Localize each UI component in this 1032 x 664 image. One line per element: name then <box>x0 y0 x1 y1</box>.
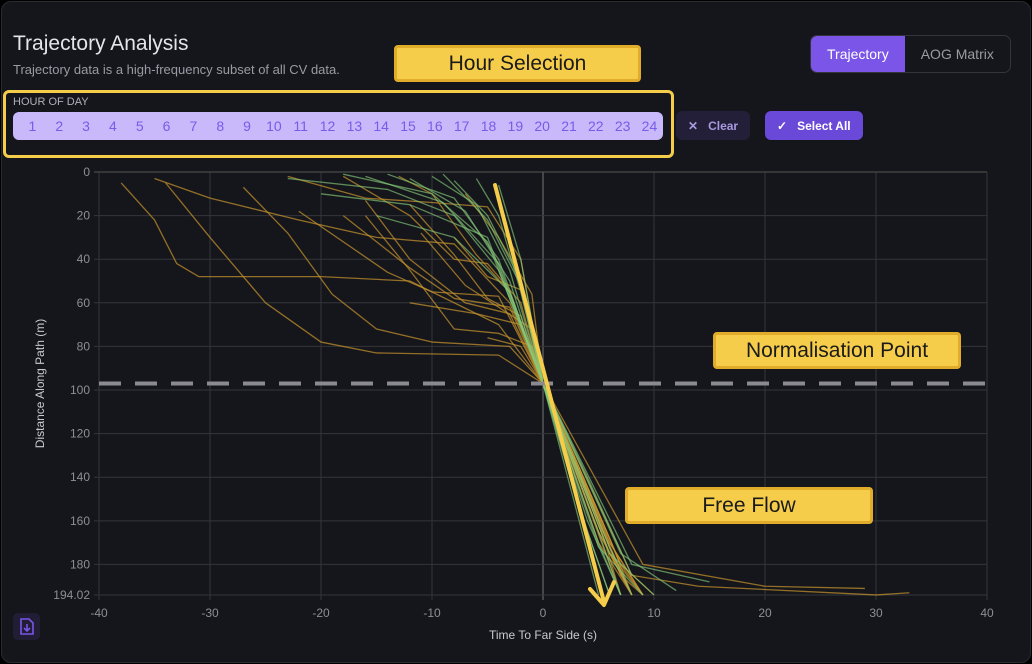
clear-label: Clear <box>708 118 739 133</box>
x-tick-label: -20 <box>312 606 330 620</box>
close-icon: ✕ <box>688 118 699 133</box>
tab-trajectory[interactable]: Trajectory <box>811 36 905 72</box>
tab-aog-matrix[interactable]: AOG Matrix <box>920 46 994 62</box>
file-download-icon <box>19 618 34 635</box>
x-tick-label: 0 <box>540 606 547 620</box>
view-toggle: Trajectory AOG Matrix <box>810 35 1011 73</box>
y-tick-label: 120 <box>70 427 90 441</box>
hour-20[interactable]: 20 <box>534 118 550 134</box>
hour-19[interactable]: 19 <box>507 118 524 134</box>
x-tick-label: -40 <box>90 606 108 620</box>
hour-3[interactable]: 3 <box>82 118 90 134</box>
trajectory-line-free_flow <box>376 214 710 583</box>
hour-14[interactable]: 14 <box>373 118 389 134</box>
hour-7[interactable]: 7 <box>189 118 198 134</box>
trajectory-line-free_flow <box>287 177 622 596</box>
x-tick-label: -10 <box>423 606 441 620</box>
hour-8[interactable]: 8 <box>216 118 225 134</box>
annotation-hour-selection: Hour Selection <box>394 45 641 82</box>
hour-21[interactable]: 21 <box>561 118 577 134</box>
trajectory-line-queued <box>364 215 633 596</box>
y-tick-label: 180 <box>70 557 90 571</box>
hour-4[interactable]: 4 <box>109 118 117 134</box>
hour-selector[interactable]: 1 2 3 4 5 6 7 8 9 10 11 12 13 14 15 16 17 18 19 20 21 22 23 24 <box>13 112 663 140</box>
x-tick-label: -30 <box>201 606 219 620</box>
select-all-label: Select All <box>797 118 851 133</box>
hour-13[interactable]: 13 <box>346 118 363 134</box>
trajectory-line-free_flow <box>343 173 633 596</box>
hour-9[interactable]: 9 <box>243 118 251 134</box>
hour-6[interactable]: 6 <box>162 118 171 134</box>
x-tick-label: 10 <box>647 606 661 620</box>
trajectory-line-queued <box>342 215 910 596</box>
y-tick-label: 20 <box>77 209 91 223</box>
trajectory-line-free_flow <box>365 175 677 592</box>
hour-23[interactable]: 23 <box>614 118 631 134</box>
page-title: Trajectory Analysis <box>13 32 189 55</box>
y-tick-label: 194.02 <box>53 588 90 602</box>
hour-24[interactable]: 24 <box>641 118 658 134</box>
hour-18[interactable]: 18 <box>480 118 497 134</box>
annotation-free-flow: Free Flow <box>625 487 873 524</box>
y-tick-label: 160 <box>70 514 90 528</box>
x-axis-label: Time To Far Side (s) <box>489 628 597 642</box>
annotation-arrowhead <box>588 580 616 607</box>
hour-1[interactable]: 1 <box>28 118 37 134</box>
hour-selection-highlight <box>3 90 674 158</box>
annotation-arrow <box>493 183 606 604</box>
hour-5[interactable]: 5 <box>135 118 144 134</box>
x-tick-label: 30 <box>869 606 883 620</box>
y-tick-label: 100 <box>70 383 90 397</box>
trajectory-line-queued <box>154 177 644 596</box>
trajectory-line-queued <box>165 182 644 596</box>
x-tick-label: 40 <box>980 606 994 620</box>
hour-10[interactable]: 10 <box>266 118 282 134</box>
hour-of-day-label: HOUR OF DAY <box>13 96 89 108</box>
select-all-button[interactable]: ✓ Select All <box>765 111 863 140</box>
y-tick-label: 60 <box>77 296 91 310</box>
hour-12[interactable]: 12 <box>319 118 336 134</box>
y-tick-label: 0 <box>83 165 90 179</box>
export-button[interactable] <box>13 613 40 640</box>
hour-16[interactable]: 16 <box>427 118 443 134</box>
trajectory-line-free_flow <box>409 177 655 596</box>
hour-11[interactable]: 11 <box>293 118 308 134</box>
check-icon: ✓ <box>777 118 788 133</box>
hour-22[interactable]: 22 <box>588 118 604 134</box>
x-tick-label: 20 <box>758 606 772 620</box>
y-tick-label: 80 <box>77 339 91 353</box>
trajectory-line-queued <box>242 186 633 596</box>
hour-2[interactable]: 2 <box>55 118 64 134</box>
clear-button[interactable]: ✕ Clear <box>676 111 751 140</box>
hour-17[interactable]: 17 <box>453 118 470 134</box>
y-tick-label: 140 <box>70 470 90 484</box>
annotation-normalisation-point: Normalisation Point <box>713 332 961 369</box>
trajectory-line-free_flow <box>431 175 622 596</box>
trajectory-line-queued <box>120 182 633 596</box>
trajectory-line-free_flow <box>320 193 633 576</box>
trajectory-line-queued <box>420 232 644 596</box>
trajectory-line-free_flow <box>442 173 644 596</box>
trajectory-line-queued <box>298 210 865 590</box>
y-axis-label: Distance Along Path (m) <box>33 319 47 448</box>
hour-15[interactable]: 15 <box>400 118 416 134</box>
page-subtitle: Trajectory data is a high-frequency subs… <box>13 62 340 77</box>
y-tick-label: 40 <box>77 252 91 266</box>
